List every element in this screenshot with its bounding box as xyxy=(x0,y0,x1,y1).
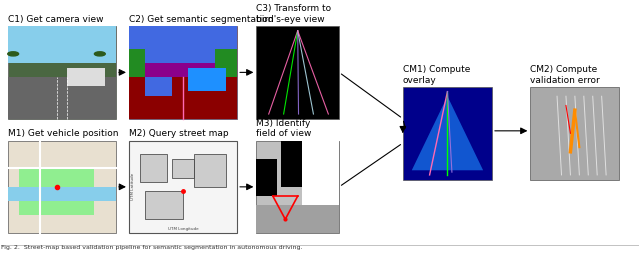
FancyBboxPatch shape xyxy=(67,68,105,86)
FancyBboxPatch shape xyxy=(129,140,237,233)
FancyBboxPatch shape xyxy=(188,68,227,91)
FancyBboxPatch shape xyxy=(8,26,116,119)
FancyBboxPatch shape xyxy=(256,205,339,233)
FancyBboxPatch shape xyxy=(129,26,237,119)
Text: M2) Query street map: M2) Query street map xyxy=(129,129,228,138)
FancyBboxPatch shape xyxy=(129,26,237,63)
FancyBboxPatch shape xyxy=(8,187,116,201)
Circle shape xyxy=(8,52,19,56)
Text: CM2) Compute
validation error: CM2) Compute validation error xyxy=(531,65,600,85)
FancyBboxPatch shape xyxy=(216,49,237,77)
Text: C1) Get camera view: C1) Get camera view xyxy=(8,15,103,24)
Text: UTM Longitude: UTM Longitude xyxy=(168,227,198,231)
Text: C2) Get semantic segmentation: C2) Get semantic segmentation xyxy=(129,15,273,24)
FancyBboxPatch shape xyxy=(140,154,167,182)
Polygon shape xyxy=(412,96,483,170)
FancyBboxPatch shape xyxy=(256,140,339,233)
FancyBboxPatch shape xyxy=(194,154,227,187)
FancyBboxPatch shape xyxy=(172,159,194,178)
Text: M3) Identify
field of view: M3) Identify field of view xyxy=(256,119,312,138)
FancyBboxPatch shape xyxy=(129,77,237,119)
FancyBboxPatch shape xyxy=(531,87,620,180)
FancyBboxPatch shape xyxy=(281,140,302,187)
FancyBboxPatch shape xyxy=(256,26,339,119)
FancyBboxPatch shape xyxy=(403,87,492,180)
FancyBboxPatch shape xyxy=(145,192,183,219)
FancyBboxPatch shape xyxy=(8,140,116,233)
FancyBboxPatch shape xyxy=(129,49,145,77)
Text: CM1) Compute
overlay: CM1) Compute overlay xyxy=(403,65,470,85)
FancyBboxPatch shape xyxy=(145,77,172,96)
FancyBboxPatch shape xyxy=(8,77,116,119)
FancyBboxPatch shape xyxy=(256,159,277,196)
FancyBboxPatch shape xyxy=(19,168,95,215)
Text: Fig. 2.  Street-map based validation pipeline for semantic segmentation in auton: Fig. 2. Street-map based validation pipe… xyxy=(1,245,303,250)
FancyBboxPatch shape xyxy=(8,26,116,63)
Text: UTM Latitude: UTM Latitude xyxy=(131,173,135,200)
Text: C3) Transform to
bird's-eye view: C3) Transform to bird's-eye view xyxy=(256,4,332,24)
Text: M1) Get vehicle position: M1) Get vehicle position xyxy=(8,129,118,138)
Circle shape xyxy=(95,52,105,56)
FancyBboxPatch shape xyxy=(302,140,339,205)
